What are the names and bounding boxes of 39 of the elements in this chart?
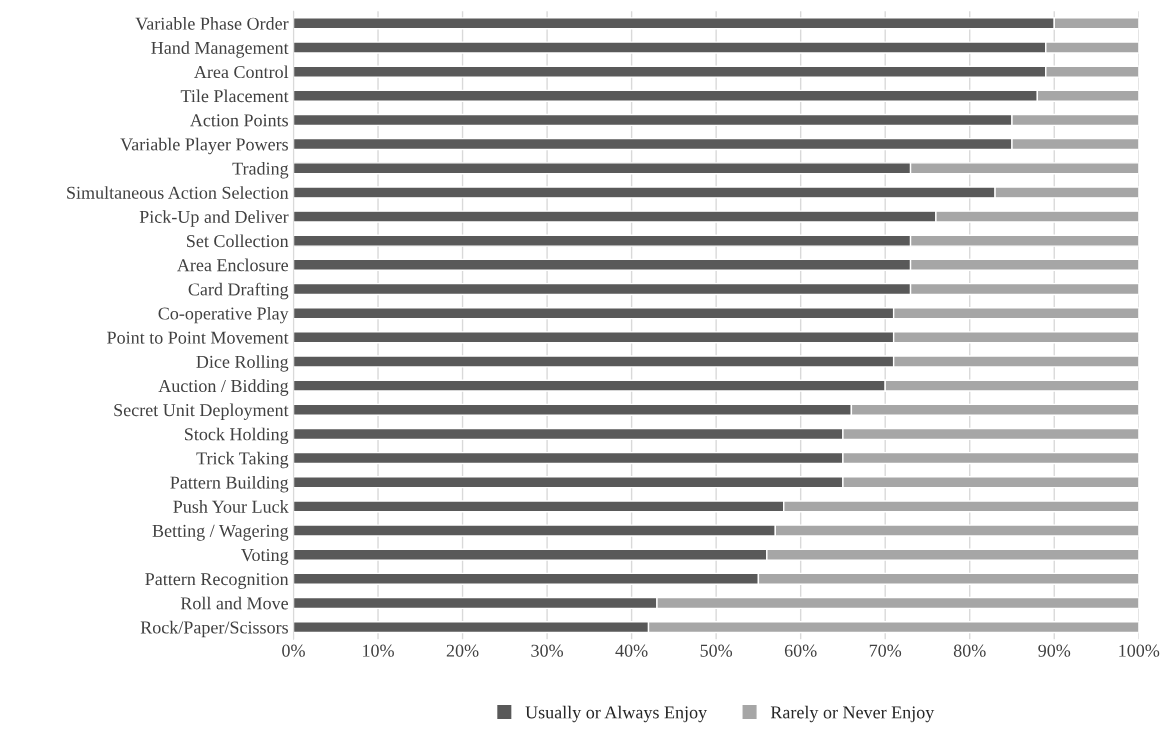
x-tick-label: 20%	[446, 644, 479, 657]
y-tick-label: Rock/Paper/Scissors	[140, 620, 288, 638]
y-tick-label: Trick Taking	[196, 451, 289, 469]
x-tick-label: 30%	[531, 644, 564, 657]
x-tick-label: 80%	[953, 644, 986, 657]
y-tick-label: Pick-Up and Deliver	[139, 210, 289, 227]
x-tick-label: 90%	[1038, 644, 1071, 657]
y-tick-label: Area Control	[194, 65, 289, 79]
y-tick-label: Co-operative Play	[158, 306, 289, 324]
y-tick-label: Variable Phase Order	[135, 17, 289, 30]
y-tick-label: Roll and Move	[180, 596, 289, 610]
y-tick-label: Pattern Recognition	[145, 573, 289, 589]
y-tick-label: Stock Holding	[185, 427, 289, 445]
legend-label: Rarely or Never Enjoy	[770, 705, 935, 723]
y-tick-label: Secret Unit Deployment	[114, 403, 289, 420]
y-tick-label: Action Points	[190, 114, 288, 127]
y-tick-label: Point to Point Movement	[107, 331, 289, 344]
x-tick-label: 100%	[1119, 644, 1160, 657]
y-tick-label: Betting / Wagering	[152, 524, 289, 541]
y-tick-label: Voting	[241, 548, 289, 565]
y-tick-label: Auction / Bidding	[158, 379, 289, 396]
y-tick-label: Area Enclosure	[177, 258, 289, 272]
x-tick-label: 50%	[700, 644, 733, 657]
x-tick-label: 10%	[363, 644, 394, 657]
x-tick-label: 40%	[615, 644, 648, 657]
legend-label: Usually or Always Enjoy	[525, 705, 708, 723]
y-tick-label: Simultaneous Action Selection	[67, 186, 289, 199]
y-tick-label: Card Drafting	[188, 282, 289, 300]
y-tick-label: Trading	[232, 162, 289, 179]
x-tick-label: 70%	[869, 644, 902, 657]
y-tick-label: Variable Player Powers	[120, 137, 288, 155]
y-tick-label: Hand Management	[151, 41, 289, 58]
y-tick-label: Set Collection	[187, 234, 289, 248]
x-tick-label: 0%	[282, 644, 305, 657]
y-tick-label: Pattern Building	[170, 475, 289, 493]
y-tick-label: Dice Rolling	[196, 355, 289, 372]
y-tick-label: Push Your Luck	[173, 500, 289, 513]
y-tick-label: Tile Placement	[180, 89, 289, 103]
x-tick-label: 60%	[784, 644, 817, 657]
